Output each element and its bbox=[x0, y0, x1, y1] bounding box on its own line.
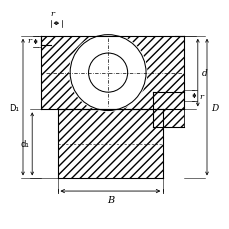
Text: r: r bbox=[198, 92, 202, 100]
Bar bbox=[152, 93, 183, 127]
Bar bbox=[57, 110, 163, 179]
Circle shape bbox=[88, 54, 127, 93]
Text: B: B bbox=[106, 195, 113, 204]
Text: D: D bbox=[210, 103, 218, 112]
Text: d₁: d₁ bbox=[20, 140, 29, 149]
Text: r: r bbox=[51, 10, 55, 18]
Text: r: r bbox=[27, 37, 31, 45]
Text: r: r bbox=[164, 111, 168, 119]
Text: d: d bbox=[201, 69, 207, 78]
Bar bbox=[41, 37, 183, 110]
Circle shape bbox=[69, 35, 146, 112]
Text: D₁: D₁ bbox=[9, 103, 19, 112]
